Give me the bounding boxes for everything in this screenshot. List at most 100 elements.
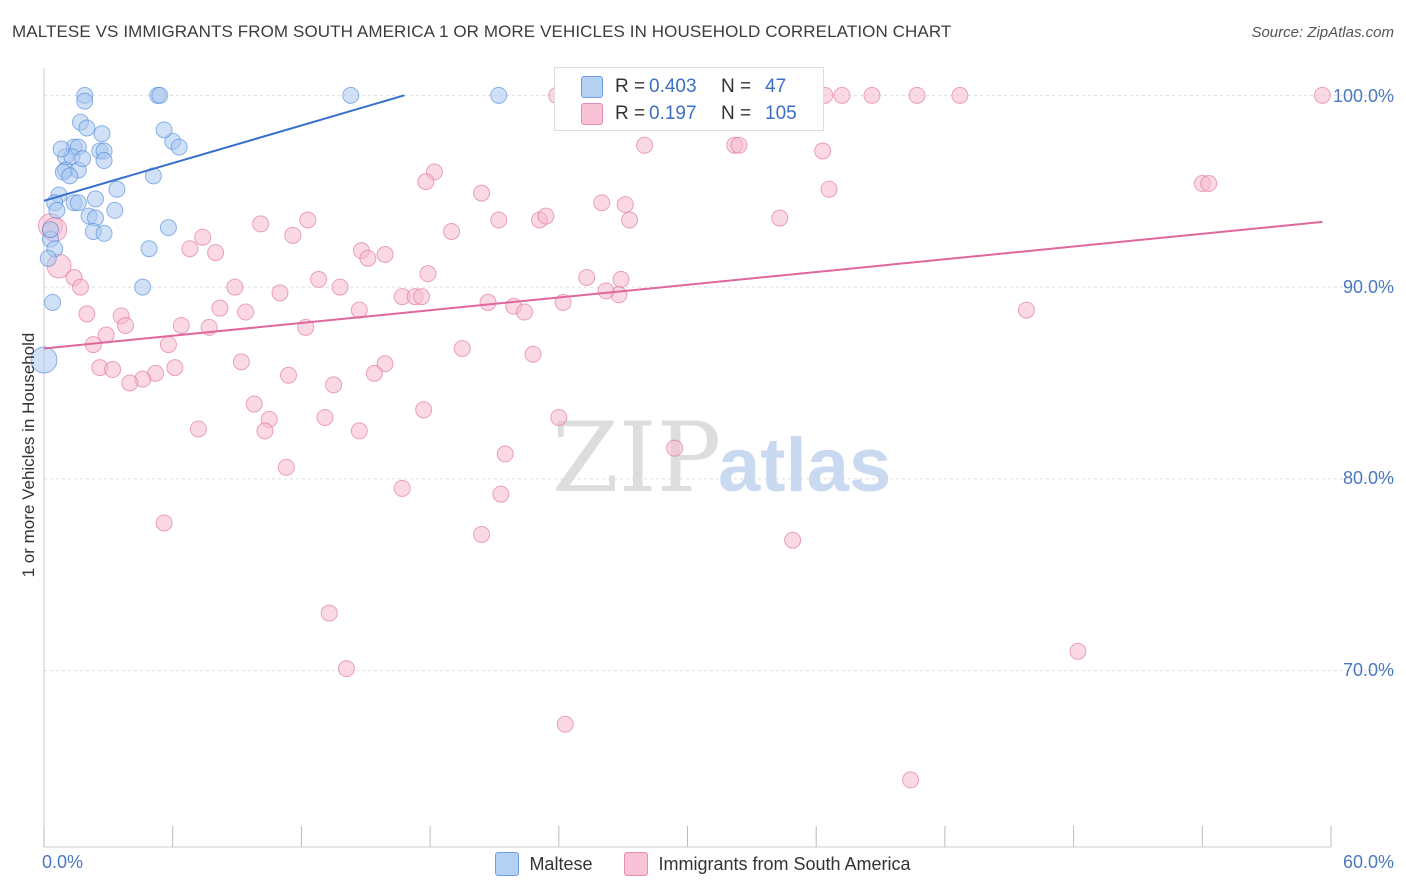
maltese-point — [93, 125, 111, 143]
maltese-point — [108, 180, 126, 198]
south-america-point — [117, 316, 135, 334]
maltese-point — [44, 293, 62, 311]
series-legend: Maltese Immigrants from South America — [0, 852, 1406, 876]
south-america-point — [104, 361, 122, 379]
maltese-point — [74, 150, 92, 168]
south-america-point — [417, 173, 435, 191]
south-america-point — [121, 374, 139, 392]
maltese-point — [151, 86, 169, 104]
legend-n-label: N = — [721, 76, 752, 97]
maltese-point — [155, 121, 173, 139]
gridlines — [44, 94, 1390, 672]
legend-n-label: N = — [721, 103, 752, 124]
south-america-point — [492, 485, 510, 503]
south-america-point — [252, 215, 270, 233]
south-america-point — [636, 136, 654, 154]
south-america-point — [820, 180, 838, 198]
maltese-point — [30, 346, 58, 374]
south-america-point — [616, 196, 634, 214]
south-america-point — [189, 420, 207, 438]
legend-label-south-america: Immigrants from South America — [658, 853, 911, 874]
south-america-point — [597, 282, 615, 300]
south-america-point — [393, 479, 411, 497]
south-america-point — [443, 222, 461, 240]
south-america-point — [271, 284, 289, 302]
south-america-point — [453, 339, 471, 357]
maltese-point — [69, 194, 87, 212]
south-america-point — [537, 207, 555, 225]
south-america-point — [730, 136, 748, 154]
south-america-point — [479, 293, 497, 311]
maltese-point — [134, 278, 152, 296]
south-america-point — [172, 316, 190, 334]
south-america-point — [1069, 642, 1087, 660]
south-america-point — [413, 288, 431, 306]
south-america-point — [951, 86, 969, 104]
maltese-trend-line — [43, 94, 405, 202]
legend-swatch-blue — [581, 76, 603, 98]
maltese-point — [342, 86, 360, 104]
south-america-point — [256, 422, 274, 440]
south-america-point — [376, 245, 394, 263]
south-america-point — [524, 345, 542, 363]
south-america-point — [578, 269, 596, 287]
legend-n-value: 105 — [765, 103, 797, 124]
maltese-point — [78, 119, 96, 137]
maltese-point — [106, 201, 124, 219]
stats-legend: R = 0.403 N = 47 R = 0.197 N = 105 — [554, 67, 824, 131]
maltese-point — [95, 152, 113, 170]
y-axis-label: 1 or more Vehicles in Household — [19, 332, 38, 578]
legend-swatch-blue — [495, 852, 520, 876]
south-america-point — [908, 86, 926, 104]
y-tick-label: 80.0% — [1342, 468, 1394, 488]
south-america-point — [299, 211, 317, 229]
south-america-point — [365, 364, 383, 382]
south-america-point — [325, 376, 343, 394]
south-america-point — [310, 270, 328, 288]
maltese-points — [30, 86, 508, 374]
maltese-point — [41, 221, 59, 239]
maltese-point — [61, 167, 79, 185]
south-america-point — [207, 244, 225, 262]
y-tick-label: 70.0% — [1342, 660, 1394, 680]
legend-item-maltese: Maltese — [495, 852, 592, 876]
south-america-point — [593, 194, 611, 212]
watermark-zip: ZIP — [552, 402, 721, 514]
x-tick-label-max: 60.0% — [1342, 852, 1394, 872]
south-america-point — [621, 211, 639, 229]
south-america-point — [337, 660, 355, 678]
south-america-point — [245, 395, 263, 413]
south-america-point — [612, 270, 630, 288]
maltese-point — [52, 140, 70, 158]
x-tick-label-min: 0.0% — [42, 852, 84, 872]
legend-item-south-america: Immigrants from South America — [624, 852, 911, 876]
legend-n-value: 47 — [765, 76, 787, 97]
south-america-point — [277, 458, 295, 476]
maltese-point — [159, 219, 177, 237]
south-america-point — [159, 336, 177, 354]
south-america-point — [556, 715, 574, 733]
legend-label-maltese: Maltese — [529, 853, 593, 874]
south-america-point — [71, 278, 89, 296]
south-america-point — [515, 303, 533, 321]
legend-swatch-pink — [624, 852, 649, 876]
south-america-point — [1017, 301, 1035, 319]
maltese-point — [140, 240, 158, 258]
south-america-point — [237, 303, 255, 321]
legend-row-south-america: R = 0.197 N = 105 — [581, 101, 837, 127]
south-america-point — [316, 408, 334, 426]
south-america-point — [666, 439, 684, 457]
south-america-point — [78, 305, 96, 323]
chart-title: MALTESE VS IMMIGRANTS FROM SOUTH AMERICA… — [12, 22, 952, 41]
maltese-point — [39, 249, 57, 267]
y-tick-label: 100.0% — [1332, 86, 1394, 106]
south-america-point — [376, 355, 394, 373]
maltese-point — [48, 201, 66, 219]
south-america-point — [771, 209, 789, 227]
south-america-point — [550, 408, 568, 426]
south-america-point — [359, 249, 377, 267]
south-america-point — [419, 265, 437, 283]
south-america-point — [473, 525, 491, 543]
watermark-atlas: atlas — [718, 423, 891, 508]
